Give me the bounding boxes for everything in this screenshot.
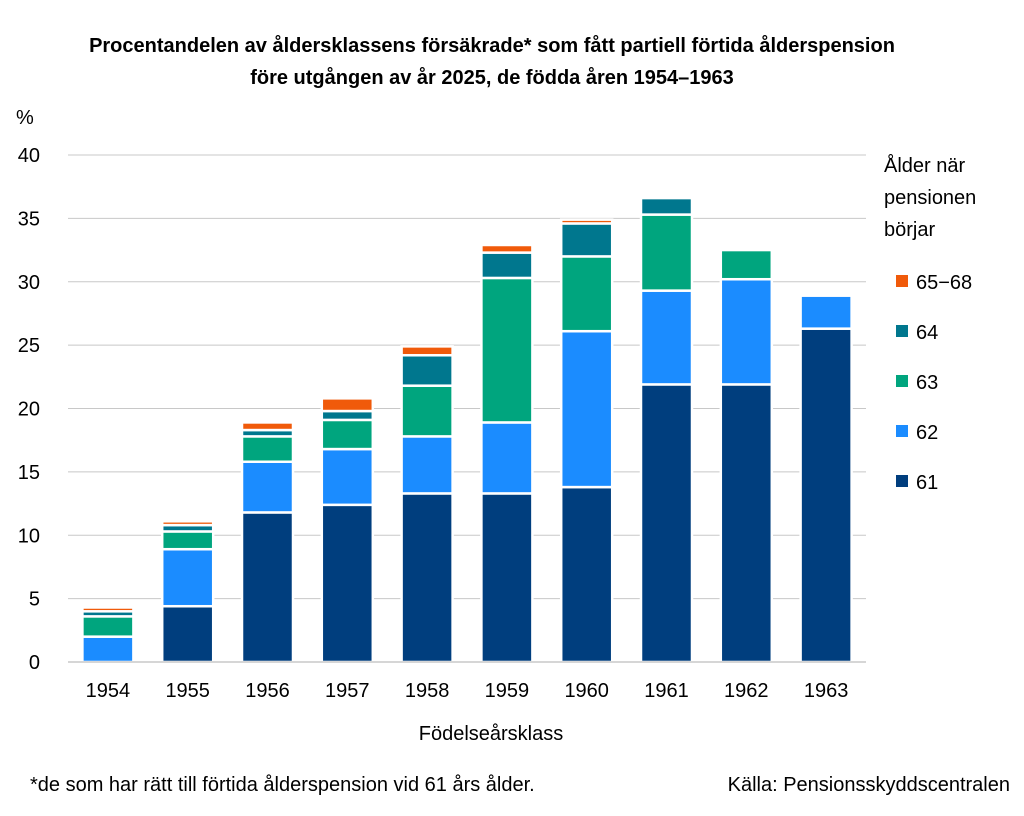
legend-label: 63 (916, 372, 938, 394)
bar-segment (400, 354, 454, 387)
bar-segment (719, 277, 774, 386)
y-tick-label: 35 (18, 208, 40, 230)
bar-segment (400, 492, 454, 664)
chart-title-line1: Procentandelen av åldersklassens försäkr… (89, 34, 895, 57)
bar-segment (639, 289, 694, 386)
legend-swatch (896, 475, 908, 487)
legend-title-line2: pensionen (884, 187, 976, 209)
x-tick-label: 1962 (724, 680, 769, 702)
bar-segment (160, 530, 215, 551)
y-tick-label: 30 (18, 272, 40, 294)
bar-segment (320, 418, 375, 451)
bar-segment (480, 492, 534, 664)
bar-segment (240, 511, 295, 664)
bars (81, 196, 853, 664)
bar-segment (480, 243, 534, 254)
x-axis-ticks: 1954 1955 1956 1957 1958 1959 1960 1961 1962 1963 (86, 680, 849, 702)
bar-segment (480, 251, 534, 280)
y-axis-ticks: 0 5 10 15 20 25 30 35 40 (18, 145, 40, 674)
legend-swatch (896, 375, 908, 387)
legend-swatch (896, 275, 908, 287)
bar-segment (400, 345, 454, 357)
bar-segment (240, 421, 295, 432)
x-tick-label: 1954 (86, 680, 131, 702)
bar-segment (559, 329, 614, 489)
legend-label: 65−68 (916, 272, 972, 294)
bar-segment (320, 397, 375, 413)
bar-segment (480, 276, 534, 424)
bar-segment (639, 196, 694, 216)
y-tick-label: 25 (18, 335, 40, 357)
y-tick-label: 10 (18, 525, 40, 547)
bar-segment (81, 606, 135, 613)
x-tick-label: 1958 (405, 680, 450, 702)
bar-segment (559, 218, 614, 225)
legend: Ålder när pensionen börjar 65−68 64 63 62 61 (884, 154, 976, 494)
bar-segment (559, 255, 614, 333)
bar-segment (639, 213, 694, 292)
y-tick-label: 20 (18, 399, 40, 421)
x-tick-label: 1959 (485, 680, 530, 702)
bar-segment (160, 547, 215, 608)
bar-segment (81, 635, 135, 664)
x-tick-label: 1960 (564, 680, 609, 702)
bar-segment (160, 604, 215, 664)
legend-swatch (896, 425, 908, 437)
footnote: *de som har rätt till förtida ålderspens… (30, 774, 535, 796)
y-tick-label: 0 (29, 652, 40, 674)
legend-swatch (896, 325, 908, 337)
legend-label: 62 (916, 422, 938, 444)
bar-segment (559, 485, 614, 664)
bar-segment (320, 447, 375, 507)
bar-segment (240, 460, 295, 514)
bar-segment (719, 383, 774, 664)
bar-segment (400, 384, 454, 438)
bar-segment (320, 409, 375, 422)
legend-label: 61 (916, 472, 938, 494)
bar-segment (799, 327, 853, 664)
bar-segment (799, 294, 853, 330)
legend-title-line1: Ålder när (884, 154, 965, 177)
x-axis-label: Födelseårsklass (419, 723, 564, 745)
bar-segment (160, 520, 215, 527)
y-tick-label: 40 (18, 145, 40, 167)
bar-segment (240, 435, 295, 463)
bar-segment (559, 222, 614, 258)
y-tick-label: 15 (18, 462, 40, 484)
bar-segment (320, 503, 375, 664)
x-tick-label: 1956 (245, 680, 290, 702)
bar-segment (400, 435, 454, 495)
bar-segment (81, 615, 135, 638)
x-tick-label: 1963 (804, 680, 849, 702)
y-tick-label: 5 (29, 589, 40, 611)
bar-segment (480, 421, 534, 495)
x-tick-label: 1961 (644, 680, 689, 702)
legend-title-line3: börjar (884, 219, 935, 241)
legend-label: 64 (916, 322, 938, 344)
bar-segment (639, 383, 694, 664)
chart-title-line2: före utgången av år 2025, de födda åren … (250, 66, 734, 89)
y-axis-label: % (16, 107, 34, 129)
source-note: Källa: Pensionsskyddscentralen (728, 774, 1010, 796)
x-tick-label: 1957 (325, 680, 370, 702)
x-tick-label: 1955 (165, 680, 210, 702)
bar-segment (719, 248, 774, 281)
